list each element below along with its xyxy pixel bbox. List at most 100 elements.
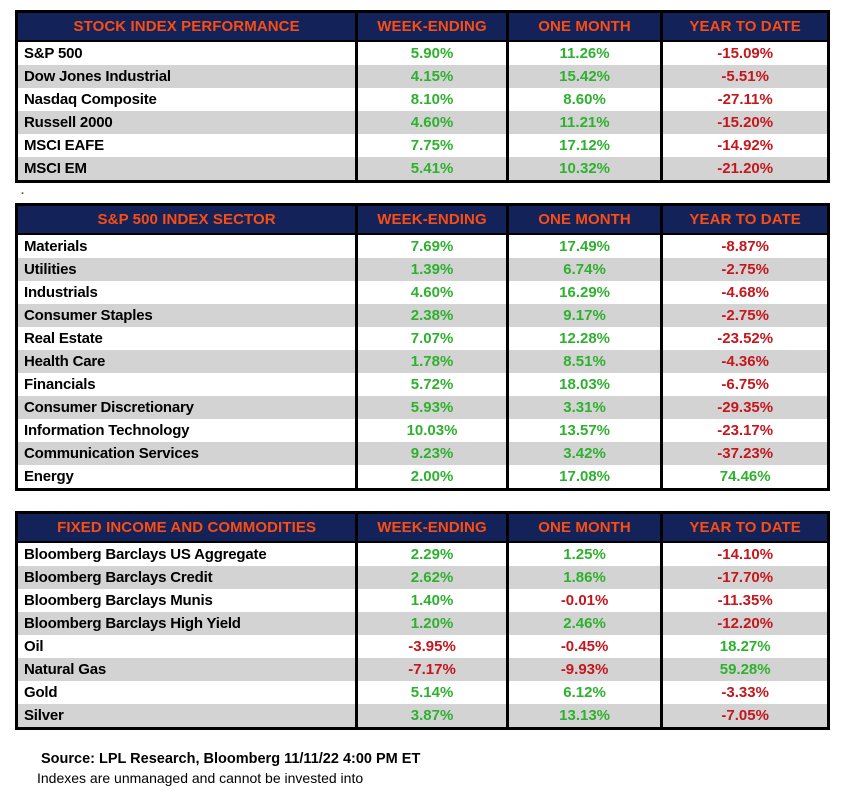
value-cell: 4.60%	[355, 111, 508, 134]
value-cell: 59.28%	[660, 658, 829, 681]
value-cell: -9.93%	[505, 658, 662, 681]
table-row: S&P 500 5.90% 11.26% -15.09%	[17, 41, 829, 65]
table-row: Consumer Discretionary 5.93% 3.31% -29.35%	[16, 396, 829, 419]
value-cell: -3.95%	[355, 635, 508, 658]
value-cell: 8.51%	[505, 350, 662, 373]
table-row: Consumer Staples 2.38% 9.17% -2.75%	[16, 304, 829, 327]
value-cell: 6.12%	[505, 681, 662, 704]
value-cell: -27.11%	[660, 88, 829, 111]
row-label: Materials	[24, 238, 88, 255]
row-label: MSCI EAFE	[24, 137, 104, 154]
value-cell: -12.20%	[660, 612, 829, 635]
value-cell: 6.74%	[505, 258, 662, 281]
value-cell: 3.42%	[505, 442, 662, 465]
table-row: Communication Services 9.23% 3.42% -37.23%	[16, 442, 829, 465]
header-row: FIXED INCOME AND COMMODITIES WEEK-ENDING…	[16, 512, 829, 543]
table-row: MSCI EM 5.41% 10.32% -21.20%	[16, 157, 829, 182]
value-cell: 8.10%	[355, 88, 508, 111]
row-label: Gold	[24, 684, 58, 701]
value-cell: -11.35%	[660, 589, 829, 612]
value-cell: -0.45%	[505, 635, 662, 658]
value-cell: 17.12%	[505, 134, 662, 157]
value-cell: 1.40%	[355, 589, 508, 612]
row-label: Energy	[24, 468, 74, 485]
row-label: Financials	[24, 376, 96, 393]
table-row: Utilities 1.39% 6.74% -2.75%	[16, 258, 829, 281]
value-cell: 2.38%	[355, 304, 508, 327]
value-cell: 1.20%	[355, 612, 508, 635]
row-label: Utilities	[24, 261, 77, 278]
row-label: Bloomberg Barclays US Aggregate	[24, 546, 267, 563]
value-cell: 5.72%	[355, 373, 508, 396]
value-cell: -37.23%	[660, 442, 829, 465]
row-label: Oil	[24, 638, 44, 655]
column-header-year-to-date: YEAR TO DATE	[660, 204, 829, 235]
value-cell: 9.17%	[505, 304, 662, 327]
value-cell: 13.57%	[505, 419, 662, 442]
row-label: MSCI EM	[24, 160, 87, 177]
table-title: FIXED INCOME AND COMMODITIES	[16, 512, 357, 543]
value-cell: 7.69%	[355, 234, 508, 258]
row-label: Nasdaq Composite	[24, 91, 157, 108]
row-label: S&P 500	[24, 45, 83, 62]
value-cell: 11.26%	[505, 41, 662, 65]
header-row: S&P 500 INDEX SECTOR WEEK-ENDING ONE MON…	[16, 204, 829, 235]
value-cell: 11.21%	[505, 111, 662, 134]
column-header-year-to-date: YEAR TO DATE	[660, 11, 829, 42]
value-cell: 5.14%	[355, 681, 508, 704]
value-cell: -4.36%	[660, 350, 829, 373]
value-cell: -7.17%	[355, 658, 508, 681]
disclaimer-line: Indexes are unmanaged and cannot be inve…	[37, 770, 364, 786]
table-row: Bloomberg Barclays Munis 1.40% -0.01% -11.3…	[17, 589, 829, 612]
header-row: STOCK INDEX PERFORMANCE WEEK-ENDING ONE …	[16, 11, 829, 42]
value-cell: -17.70%	[660, 566, 829, 589]
table-row: Information Technology 10.03% 13.57% -23.17…	[17, 419, 829, 442]
value-cell: -8.87%	[660, 234, 829, 258]
value-cell: -2.75%	[660, 258, 829, 281]
table-row: Natural Gas -7.17% -9.93% 59.28%	[16, 658, 829, 681]
value-cell: -29.35%	[660, 396, 829, 419]
table-row: Dow Jones Industrial 4.15% 15.42% -5.51%	[16, 65, 829, 88]
value-cell: 16.29%	[505, 281, 662, 304]
row-label: Consumer Staples	[24, 307, 153, 324]
sp500-index-sector-table: S&P 500 INDEX SECTOR WEEK-ENDING ONE MON…	[15, 203, 830, 491]
value-cell: 1.78%	[355, 350, 508, 373]
value-cell: 5.41%	[355, 157, 508, 182]
column-header-one-month: ONE MONTH	[505, 204, 662, 235]
value-cell: 1.25%	[505, 542, 662, 566]
row-label: Communication Services	[24, 445, 199, 462]
value-cell: -3.33%	[660, 681, 829, 704]
row-label: Bloomberg Barclays Credit	[24, 569, 213, 586]
table-row: Gold 5.14% 6.12% -3.33%	[17, 681, 829, 704]
value-cell: -5.51%	[660, 65, 829, 88]
column-header-year-to-date: YEAR TO DATE	[660, 512, 829, 543]
value-cell: 2.00%	[355, 465, 508, 490]
value-cell: 7.75%	[355, 134, 508, 157]
value-cell: 5.93%	[355, 396, 508, 419]
value-cell: -14.92%	[660, 134, 829, 157]
table-row: Nasdaq Composite 8.10% 8.60% -27.11%	[17, 88, 829, 111]
value-cell: 74.46%	[660, 465, 829, 490]
value-cell: 1.86%	[505, 566, 662, 589]
value-cell: 1.39%	[355, 258, 508, 281]
table-row: Bloomberg Barclays Credit 2.62% 1.86% -17.7…	[16, 566, 829, 589]
value-cell: -2.75%	[660, 304, 829, 327]
table-row: Silver 3.87% 13.13% -7.05%	[16, 704, 829, 729]
value-cell: 8.60%	[505, 88, 662, 111]
value-cell: 5.90%	[355, 41, 508, 65]
value-cell: -15.20%	[660, 111, 829, 134]
fixed-income-commodities-table: FIXED INCOME AND COMMODITIES WEEK-ENDING…	[15, 511, 830, 730]
value-cell: 3.87%	[355, 704, 508, 729]
table-row: Health Care 1.78% 8.51% -4.36%	[16, 350, 829, 373]
row-label: Dow Jones Industrial	[24, 68, 171, 85]
row-label: Industrials	[24, 284, 98, 301]
value-cell: 15.42%	[505, 65, 662, 88]
value-cell: 18.03%	[505, 373, 662, 396]
row-label: Bloomberg Barclays Munis	[24, 592, 213, 609]
value-cell: -23.17%	[660, 419, 829, 442]
value-cell: 10.32%	[505, 157, 662, 182]
column-header-week-ending: WEEK-ENDING	[355, 204, 508, 235]
row-label: Russell 2000	[24, 114, 113, 131]
table-row: Financials 5.72% 18.03% -6.75%	[17, 373, 829, 396]
value-cell: 2.62%	[355, 566, 508, 589]
